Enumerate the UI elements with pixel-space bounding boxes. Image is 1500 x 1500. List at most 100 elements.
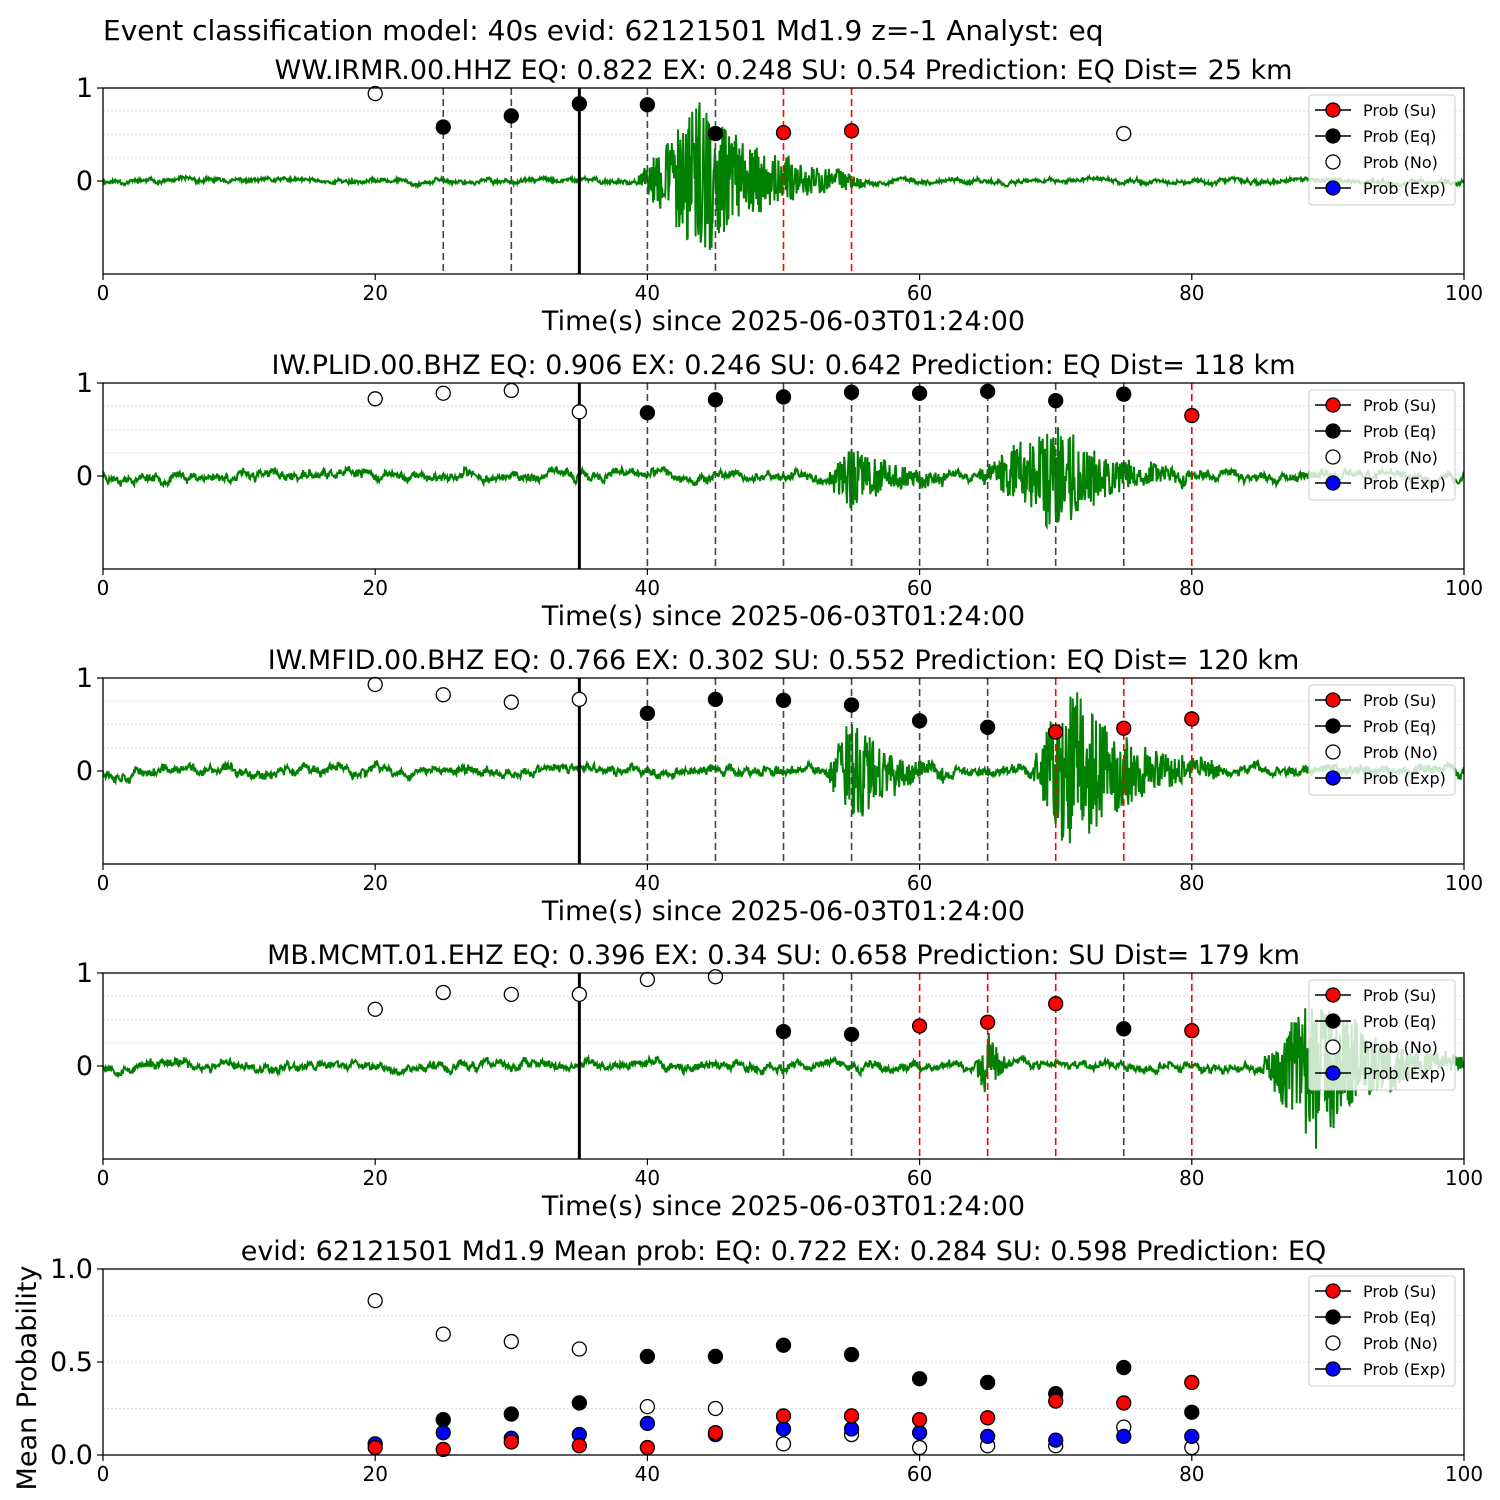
legend-label: Prob (No) (1363, 1038, 1438, 1057)
x-tick-label: 40 (635, 576, 660, 600)
prob-point-eq (911, 713, 928, 729)
prob-point-su (1048, 724, 1064, 740)
prob-point-eq (639, 97, 656, 113)
legend-box (1308, 1275, 1456, 1387)
mean-point-su (639, 1439, 656, 1456)
prob-point-eq (843, 1026, 860, 1043)
legend-marker-su (1325, 692, 1341, 708)
prob-point-eq (980, 719, 996, 735)
panel-title: IW.MFID.00.BHZ EQ: 0.766 EX: 0.302 SU: 0… (268, 645, 1300, 676)
prob-point-eq (911, 385, 928, 401)
mean-point-exp (435, 1425, 451, 1441)
legend-marker-eq (1325, 1309, 1341, 1325)
prob-point-eq (707, 392, 724, 408)
prob-point-eq (1116, 1021, 1132, 1037)
x-axis-label: Time(s) since 2025-06-03T01:24:00 (541, 896, 1025, 927)
chart-panel-3: IW.MFID.00.BHZ EQ: 0.766 EX: 0.302 SU: 0… (76, 645, 1483, 927)
mean-point-exp (639, 1415, 656, 1432)
prob-point-eq (503, 108, 519, 124)
chart-panel-1: WW.IRMR.00.HHZ EQ: 0.822 EX: 0.248 SU: 0… (76, 55, 1483, 337)
mean-point-eq (980, 1374, 996, 1391)
legend-marker-exp (1325, 180, 1341, 196)
prob-point-su (980, 1014, 996, 1030)
mean-point-eq (911, 1371, 928, 1387)
mean-point-su (571, 1438, 587, 1454)
prob-point-su (1184, 711, 1200, 727)
mean-point-exp (1116, 1428, 1132, 1445)
y-tick-label: 1 (76, 958, 93, 989)
x-tick-label: 20 (362, 576, 387, 600)
legend-marker-su (1325, 102, 1341, 118)
prob-point-eq (707, 125, 724, 142)
prob-point-eq (775, 692, 792, 708)
prob-point-no (435, 984, 451, 1001)
mean-point-su (1048, 1393, 1064, 1409)
mean-point-no (571, 1341, 587, 1357)
legend-marker-eq (1325, 718, 1341, 734)
legend-box (1308, 389, 1456, 501)
prob-point-no (571, 404, 587, 420)
mean-point-exp (775, 1421, 792, 1437)
y-tick-label: 0.0 (50, 1440, 93, 1471)
mean-point-no (707, 1400, 724, 1417)
x-tick-label: 80 (1179, 1166, 1204, 1190)
mean-point-exp (911, 1425, 928, 1441)
x-tick-label: 20 (362, 1462, 387, 1486)
mean-point-su (1184, 1374, 1200, 1391)
prob-point-su (911, 1018, 928, 1034)
prob-point-eq (1048, 393, 1064, 409)
x-tick-label: 0 (97, 281, 110, 305)
y-tick-label: 1 (76, 73, 93, 104)
prob-point-no (571, 986, 587, 1003)
mean-point-no (367, 1292, 383, 1309)
y-tick-label: 1 (76, 368, 93, 399)
legend-label: Prob (No) (1363, 1334, 1438, 1353)
mean-point-su (367, 1439, 383, 1456)
panel-title: MB.MCMT.01.EHZ EQ: 0.396 EX: 0.34 SU: 0.… (267, 940, 1300, 971)
prob-point-eq (775, 389, 792, 405)
prob-point-no (435, 687, 451, 703)
prob-point-no (367, 676, 383, 693)
legend-label: Prob (Eq) (1363, 1012, 1436, 1031)
mean-point-eq (707, 1348, 724, 1365)
panels: WW.IRMR.00.HHZ EQ: 0.822 EX: 0.248 SU: 0… (12, 55, 1483, 1490)
legend-marker-eq (1325, 128, 1341, 144)
legend-label: Prob (Su) (1363, 986, 1436, 1005)
x-tick-label: 20 (362, 871, 387, 895)
x-axis-label: Time(s) since 2025-06-03T01:24:00 (541, 601, 1025, 632)
prob-point-eq (571, 96, 587, 112)
legend-marker-eq (1325, 423, 1341, 439)
legend-label: Prob (Eq) (1363, 717, 1436, 736)
prob-point-no (1116, 125, 1132, 142)
panel-title: evid: 62121501 Md1.9 Mean prob: EQ: 0.72… (241, 1236, 1327, 1267)
legend-box (1308, 94, 1456, 206)
legend-label: Prob (Su) (1363, 101, 1436, 120)
waveform-trace (103, 1008, 1464, 1149)
prob-point-eq (775, 1023, 792, 1040)
chart-panel-5: evid: 62121501 Md1.9 Mean prob: EQ: 0.72… (12, 1236, 1483, 1490)
x-tick-label: 0 (97, 1166, 110, 1190)
x-tick-label: 40 (635, 1166, 660, 1190)
mean-point-eq (775, 1337, 792, 1353)
x-tick-label: 60 (907, 1166, 932, 1190)
legend-marker-su (1325, 987, 1341, 1003)
x-tick-label: 100 (1445, 281, 1483, 305)
legend-label: Prob (Eq) (1363, 422, 1436, 441)
x-tick-label: 100 (1445, 871, 1483, 895)
x-tick-label: 40 (635, 1462, 660, 1486)
y-tick-label: 1.0 (50, 1254, 93, 1285)
x-axis-label: Time(s) since 2025-06-03T01:24:00 (541, 1191, 1025, 1222)
x-tick-label: 100 (1445, 1462, 1483, 1486)
x-tick-label: 20 (362, 1166, 387, 1190)
mean-point-exp (980, 1428, 996, 1445)
mean-point-exp (1048, 1432, 1064, 1448)
x-tick-label: 80 (1179, 281, 1204, 305)
mean-point-eq (639, 1348, 656, 1365)
y-tick-label: 0 (76, 756, 93, 787)
prob-point-eq (435, 119, 451, 135)
legend: Prob (Su) Prob (Eq) Prob (No) Prob (Exp) (1308, 389, 1456, 501)
legend-label: Prob (Eq) (1363, 127, 1436, 146)
legend-marker-no (1325, 744, 1341, 760)
legend-label: Prob (Eq) (1363, 1308, 1436, 1327)
